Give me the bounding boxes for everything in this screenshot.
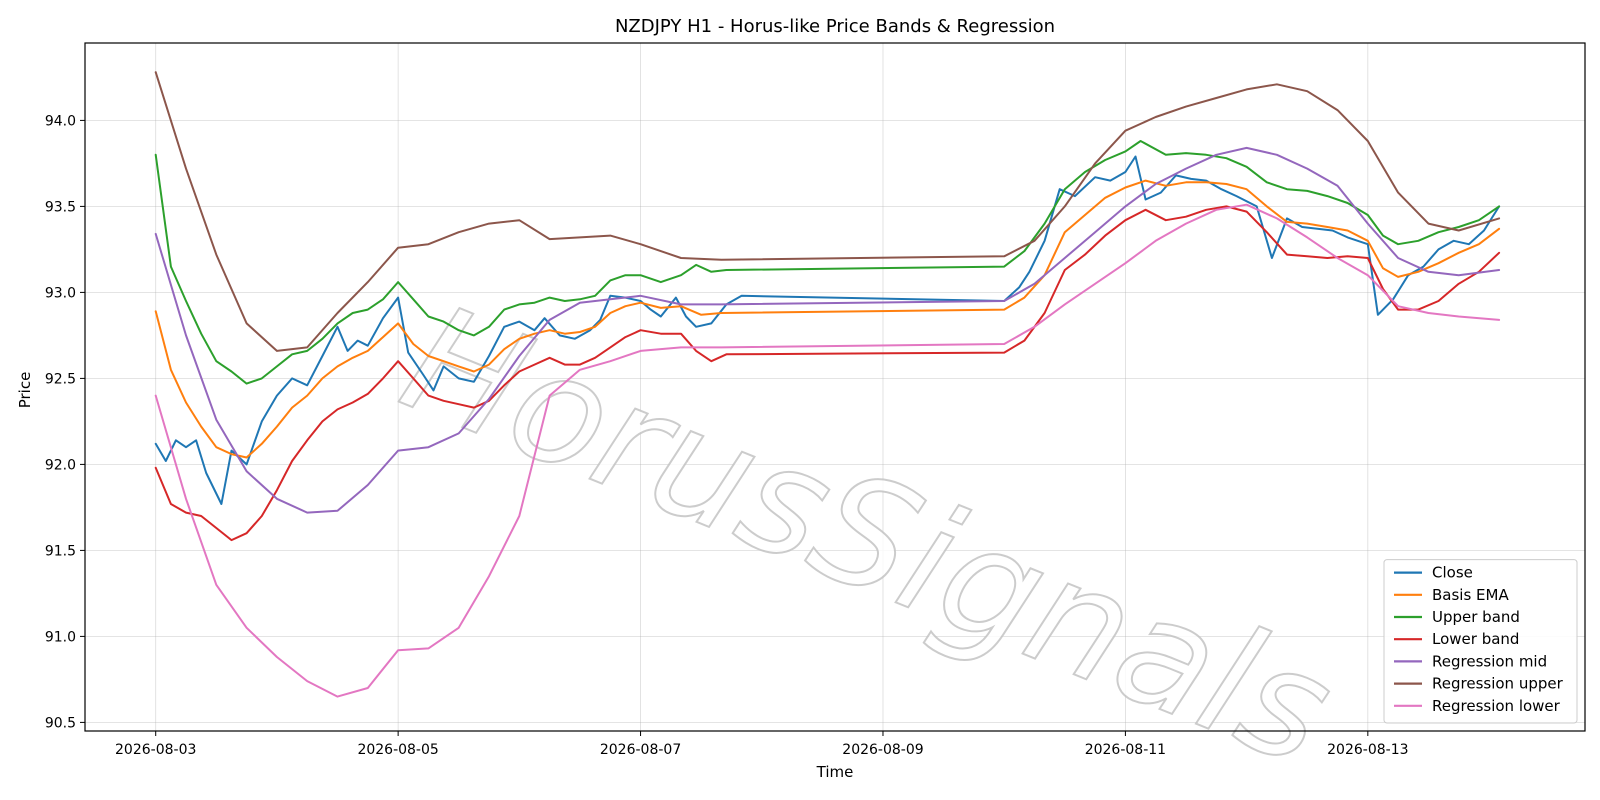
- series-line-4: [154, 146, 1501, 514]
- y-tick-label: 92.0: [45, 457, 76, 473]
- y-tick-label: 92.5: [45, 371, 76, 387]
- y-tick-label: 94.0: [45, 113, 76, 129]
- chart-title: NZDJPY H1 - Horus-like Price Bands & Reg…: [615, 16, 1055, 37]
- series-line-1: [154, 179, 1501, 459]
- series-line-3: [154, 205, 1501, 542]
- x-tick-label: 2026-08-05: [357, 742, 438, 758]
- legend-label: Regression lower: [1432, 697, 1561, 715]
- y-tick-label: 90.5: [45, 715, 76, 731]
- x-tick-label: 2026-08-13: [1327, 742, 1408, 758]
- legend-label: Close: [1432, 564, 1473, 582]
- legend-label: Regression upper: [1432, 675, 1564, 693]
- legend-label: Lower band: [1432, 630, 1519, 648]
- x-axis-title: Time: [816, 763, 854, 781]
- y-axis-title: Price: [16, 372, 34, 409]
- plot-frame: [84, 42, 1586, 732]
- series-lines: [154, 71, 1501, 698]
- legend: Close Basis EMA Upper band Lower band Regres…: [1383, 559, 1578, 724]
- x-tick-label: 2026-08-07: [600, 742, 681, 758]
- grid-lines: [85, 43, 1585, 731]
- y-tick-label: 93.0: [45, 285, 76, 301]
- legend-label: Basis EMA: [1432, 586, 1509, 604]
- y-tick-label: 93.5: [45, 199, 76, 215]
- series-line-5: [154, 71, 1501, 352]
- series-line-2: [154, 140, 1501, 385]
- legend-label: Regression mid: [1432, 652, 1547, 670]
- x-tick-label: 2026-08-09: [842, 742, 923, 758]
- legend-box: [1383, 559, 1578, 724]
- x-tick-label: 2026-08-03: [115, 742, 196, 758]
- legend-label: Upper band: [1432, 608, 1520, 626]
- axis-ticks: 2026-08-03 2026-08-05 2026-08-07 2026-08-09…: [45, 113, 1409, 758]
- series-line-6: [154, 203, 1501, 698]
- y-tick-label: 91.5: [45, 543, 76, 559]
- x-tick-label: 2026-08-11: [1085, 742, 1166, 758]
- y-tick-label: 91.0: [45, 629, 76, 645]
